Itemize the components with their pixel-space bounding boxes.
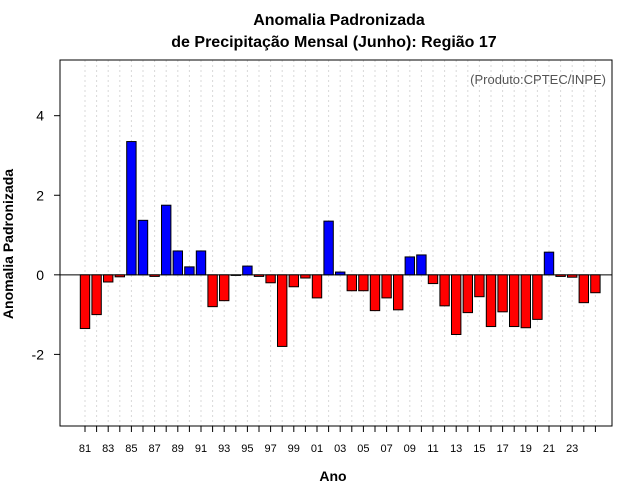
bar-17 xyxy=(497,274,508,313)
bar-84 xyxy=(114,274,125,278)
bar-15 xyxy=(474,274,485,298)
y-tick-label: 0 xyxy=(36,267,44,283)
bar-18 xyxy=(509,274,520,328)
bar-08 xyxy=(393,274,404,311)
bar-81 xyxy=(79,274,91,330)
bar-12 xyxy=(439,274,450,307)
x-tick-label: 17 xyxy=(496,443,508,455)
x-tick-label: 01 xyxy=(311,443,323,455)
bar-91 xyxy=(195,250,207,276)
bar-01 xyxy=(311,274,323,299)
x-tick-label: 21 xyxy=(543,443,555,455)
bar-13 xyxy=(451,274,462,335)
y-axis-ticks: -2 0 2 4 xyxy=(32,108,60,362)
bar-22 xyxy=(555,274,566,277)
bar-94 xyxy=(230,274,242,276)
x-tick-label: 07 xyxy=(380,443,392,455)
bar-03 xyxy=(335,271,346,276)
bar-90 xyxy=(184,266,195,276)
bar-85 xyxy=(126,141,137,276)
bar-86 xyxy=(137,219,149,276)
bar-21 xyxy=(543,251,555,276)
bar-16 xyxy=(485,274,497,328)
x-tick-label: 19 xyxy=(520,443,532,455)
x-tick-label: 95 xyxy=(241,443,253,455)
credit-label: (Produto:CPTEC/INPE) xyxy=(470,72,606,87)
bars xyxy=(79,141,601,347)
bar-97 xyxy=(265,274,276,284)
bar-02 xyxy=(323,220,334,276)
bar-09 xyxy=(404,256,416,276)
chart-title-line1: Anomalia Padronizada xyxy=(253,12,425,29)
bar-96 xyxy=(253,274,265,277)
bar-05 xyxy=(358,274,369,292)
x-tick-label: 99 xyxy=(288,443,300,455)
x-tick-label: 83 xyxy=(102,443,114,455)
x-tick-label: 97 xyxy=(264,443,276,455)
bar-87 xyxy=(149,274,160,277)
x-tick-label: 13 xyxy=(450,443,462,455)
x-tick-label: 81 xyxy=(79,443,91,455)
bar-93 xyxy=(219,274,230,302)
bar-23 xyxy=(567,274,578,278)
x-tick-label: 05 xyxy=(357,443,369,455)
bar-82 xyxy=(91,274,102,316)
bar-04 xyxy=(346,274,358,292)
x-tick-label: 89 xyxy=(172,443,184,455)
x-tick-label: 85 xyxy=(125,443,137,455)
bar-00 xyxy=(300,274,311,279)
bar-95 xyxy=(242,265,253,276)
bar-06 xyxy=(369,274,381,312)
bar-89 xyxy=(172,250,184,276)
bar-20 xyxy=(532,274,543,320)
bar-83 xyxy=(103,274,114,283)
bar-19 xyxy=(520,274,531,329)
x-tick-label: 23 xyxy=(566,443,578,455)
x-tick-label: 93 xyxy=(218,443,230,455)
y-tick-label: 4 xyxy=(36,108,44,124)
bar-44 xyxy=(590,274,601,294)
x-tick-label: 91 xyxy=(195,443,207,455)
plot-frame xyxy=(59,59,613,427)
bar-88 xyxy=(161,204,172,276)
y-axis-title: Anomalia Padronizada xyxy=(0,169,16,319)
x-tick-label: 87 xyxy=(148,443,160,455)
bar-98 xyxy=(277,274,288,347)
bar-92 xyxy=(207,274,218,308)
y-tick-label: -2 xyxy=(32,346,45,362)
x-tick-label: 11 xyxy=(427,443,438,455)
bar-11 xyxy=(427,274,439,285)
bar-10 xyxy=(416,254,427,276)
x-tick-label: 09 xyxy=(404,443,416,455)
chart-title-line2: de Precipitação Mensal (Junho): Região 1… xyxy=(171,34,497,51)
y-tick-label: 2 xyxy=(36,187,44,203)
grid-lines xyxy=(84,60,596,426)
bar-99 xyxy=(288,274,300,288)
x-axis-ticks: 81 83 85 87 89 91 93 95 97 99 01 03 05 07 09 11 13 15 17 19… xyxy=(79,426,596,455)
x-tick-label: 15 xyxy=(473,443,485,455)
bar-24 xyxy=(578,274,589,304)
x-tick-label: 03 xyxy=(334,443,346,455)
x-axis-title: Ano xyxy=(319,468,346,484)
bar-14 xyxy=(462,274,474,314)
bar-07 xyxy=(381,274,392,299)
